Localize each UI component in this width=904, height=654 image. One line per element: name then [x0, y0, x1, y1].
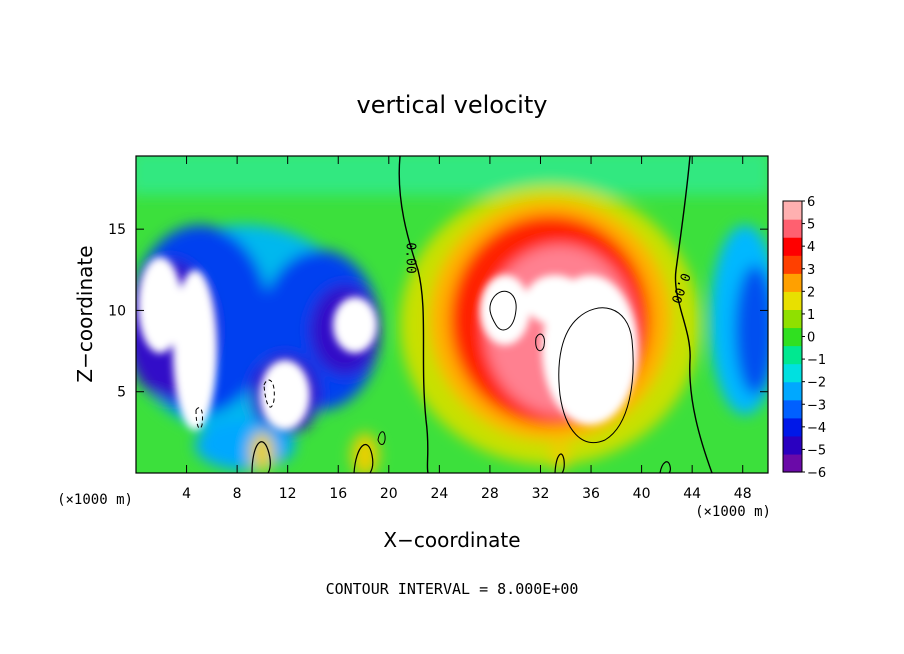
x-tick-label: 28	[481, 486, 499, 502]
x-axis-label: X−coordinate	[383, 528, 520, 552]
colorbar-segment	[783, 327, 802, 347]
colorbar-label: −5	[807, 443, 826, 458]
x-tick-label: 32	[532, 486, 550, 502]
x-tick-label: 4	[182, 486, 191, 502]
colorbar-segment	[783, 255, 802, 274]
x-axis-ticks: 4 8 12 16 20 24 28 32 36 40 44 48	[182, 156, 752, 502]
y-tick-label: 15	[108, 222, 126, 238]
contour-label: 0.00	[403, 242, 418, 273]
plot-frame	[135, 155, 769, 474]
colorbar-label: −1	[807, 353, 826, 368]
y-axis-label: Z−coordinate	[73, 245, 97, 382]
colorbar-segment	[783, 363, 802, 383]
y-tick-label: 10	[108, 303, 126, 319]
colorbar-segment	[783, 399, 802, 419]
x-tick-label: 48	[734, 486, 752, 502]
colorbar-label: 1	[807, 308, 815, 323]
colorbar-segment	[783, 309, 802, 329]
y-axis-ticks: 5 10 15	[108, 222, 768, 401]
colorbar-label: 6	[807, 195, 815, 210]
colorbar-segment	[783, 273, 802, 292]
heatmap-field	[136, 156, 768, 473]
colorbar: 6 5 4 3 2 1 0 −1 −2 −3 −4 −5 −6	[782, 195, 826, 481]
colorbar-label: 3	[807, 263, 815, 278]
colorbar-segment	[783, 435, 802, 455]
colorbar-segment	[783, 417, 802, 437]
colorbar-segment	[783, 219, 802, 238]
x-tick-label: 20	[380, 486, 398, 502]
chart-title: vertical velocity	[357, 91, 548, 119]
x-unit-label: (×1000 m)	[57, 492, 133, 508]
x-tick-label: 36	[582, 486, 600, 502]
colorbar-segment	[783, 237, 802, 256]
colorbar-label: −6	[807, 466, 826, 481]
colorbar-label: −4	[807, 421, 826, 436]
colorbar-label: −2	[807, 376, 826, 391]
colorbar-label: −3	[807, 398, 826, 413]
x-tick-label: 8	[233, 486, 242, 502]
colorbar-label: 5	[807, 218, 815, 233]
x-tick-label: 12	[279, 486, 297, 502]
y-tick-label: 5	[117, 385, 126, 401]
colorbar-label: 2	[807, 285, 815, 300]
colorbar-segment	[783, 201, 802, 220]
x-tick-label: 24	[430, 486, 448, 502]
x-unit-label: (×1000 m)	[695, 504, 771, 520]
colorbar-segment	[783, 345, 802, 365]
colorbar-label: 4	[807, 240, 815, 255]
x-tick-label: 44	[683, 486, 701, 502]
colorbar-segment	[783, 381, 802, 401]
contour-interval-text: CONTOUR INTERVAL = 8.000E+00	[326, 580, 579, 598]
colorbar-label: 0	[807, 331, 815, 346]
colorbar-segment	[783, 453, 802, 473]
x-tick-label: 40	[633, 486, 651, 502]
colorbar-segment	[783, 291, 802, 310]
x-tick-label: 16	[329, 486, 347, 502]
